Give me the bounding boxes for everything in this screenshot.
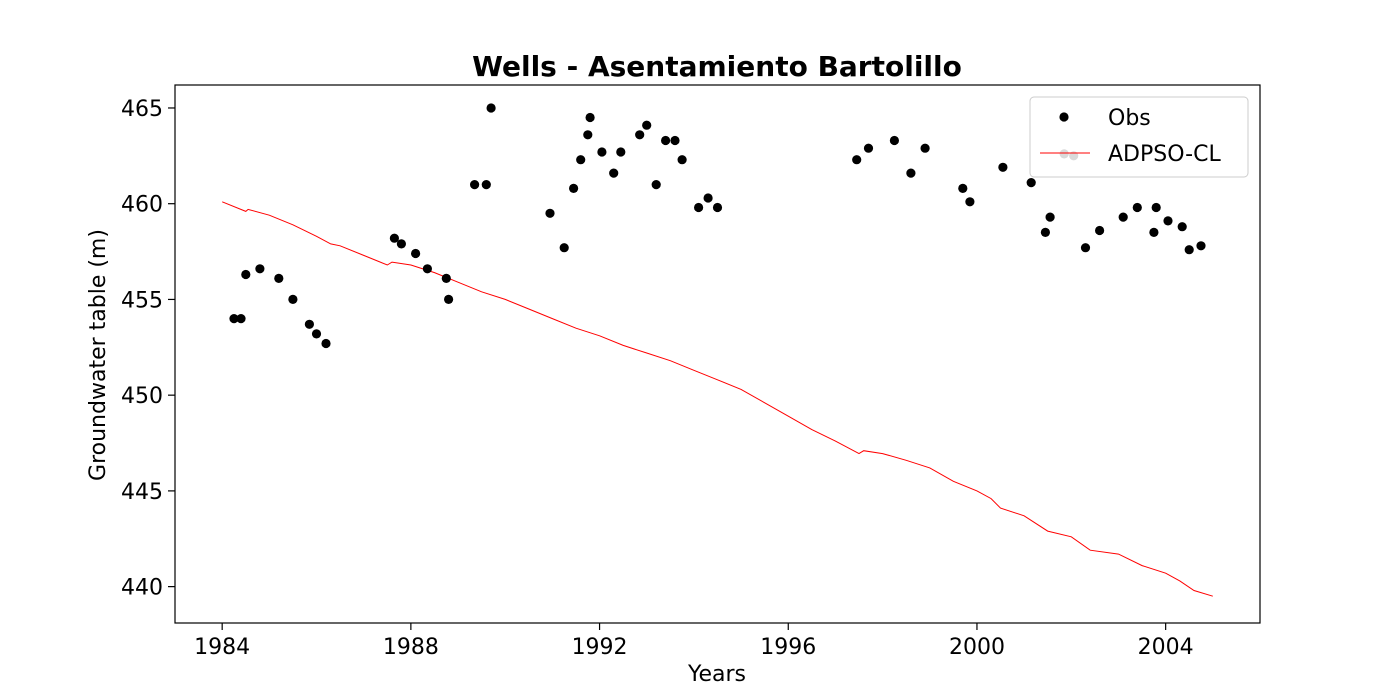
obs-point-34 bbox=[703, 193, 713, 203]
y-tick-label-445: 445 bbox=[121, 480, 163, 505]
x-tick-label-1996: 1996 bbox=[760, 635, 816, 660]
obs-point-19 bbox=[559, 243, 569, 253]
obs-point-40 bbox=[920, 143, 930, 153]
obs-point-14 bbox=[444, 294, 454, 304]
obs-point-24 bbox=[597, 147, 607, 157]
obs-point-54 bbox=[1151, 202, 1161, 213]
obs-point-57 bbox=[1184, 245, 1194, 255]
obs-point-8 bbox=[321, 338, 331, 349]
y-tick-label-455: 455 bbox=[121, 288, 163, 313]
obs-point-56 bbox=[1177, 222, 1187, 232]
obs-point-26 bbox=[616, 147, 626, 157]
obs-point-39 bbox=[906, 168, 916, 178]
obs-point-37 bbox=[863, 143, 874, 153]
model-series-line bbox=[222, 201, 1213, 597]
obs-point-46 bbox=[1045, 212, 1055, 222]
obs-point-11 bbox=[411, 248, 421, 259]
obs-point-53 bbox=[1149, 227, 1159, 237]
obs-point-42 bbox=[965, 197, 975, 207]
legend-box bbox=[1029, 96, 1249, 178]
obs-point-9 bbox=[389, 233, 399, 243]
x-tick-label-1984: 1984 bbox=[194, 635, 250, 660]
obs-point-33 bbox=[694, 202, 704, 213]
obs-point-32 bbox=[677, 155, 687, 165]
x-tick-label-1992: 1992 bbox=[572, 635, 628, 660]
obs-point-50 bbox=[1095, 225, 1105, 236]
x-tick-label-2004: 2004 bbox=[1138, 635, 1194, 660]
y-tick-label-465: 465 bbox=[121, 97, 163, 122]
obs-point-38 bbox=[889, 135, 900, 146]
obs-point-21 bbox=[576, 155, 586, 165]
obs-point-51 bbox=[1118, 212, 1128, 222]
y-axis: 440 445 450 455 460 465 bbox=[121, 97, 175, 601]
obs-point-30 bbox=[661, 135, 671, 146]
obs-point-2 bbox=[241, 269, 251, 280]
obs-point-52 bbox=[1132, 202, 1142, 213]
obs-point-43 bbox=[998, 162, 1008, 172]
obs-point-3 bbox=[255, 264, 265, 274]
obs-point-28 bbox=[642, 120, 652, 130]
plot-area bbox=[174, 84, 1261, 624]
y-axis-label: Groundwater table (m) bbox=[86, 229, 111, 481]
obs-point-25 bbox=[609, 168, 619, 178]
model-line-layer bbox=[222, 201, 1213, 597]
y-tick-label-460: 460 bbox=[121, 193, 163, 218]
obs-point-41 bbox=[958, 183, 968, 193]
obs-point-16 bbox=[481, 180, 491, 190]
obs-point-49 bbox=[1080, 243, 1091, 253]
obs-point-58 bbox=[1196, 241, 1206, 251]
obs-point-20 bbox=[569, 183, 579, 193]
obs-point-44 bbox=[1026, 178, 1036, 188]
obs-point-12 bbox=[422, 264, 432, 274]
obs-point-7 bbox=[311, 329, 322, 339]
x-axis: 1984 1988 1992 1996 2000 2004 bbox=[194, 623, 1194, 660]
legend-obs-label: Obs bbox=[1108, 106, 1151, 131]
obs-point-22 bbox=[583, 130, 593, 140]
obs-point-4 bbox=[274, 273, 284, 283]
chart-title: Wells - Asentamiento Bartolillo bbox=[472, 50, 962, 83]
legend: Obs ADPSO-CL bbox=[1029, 96, 1249, 178]
y-tick-label-440: 440 bbox=[121, 576, 163, 601]
obs-point-17 bbox=[486, 103, 496, 113]
x-axis-label: Years bbox=[687, 662, 746, 687]
obs-point-45 bbox=[1040, 227, 1050, 237]
obs-point-23 bbox=[585, 112, 595, 123]
x-tick-label-1988: 1988 bbox=[383, 635, 439, 660]
obs-point-15 bbox=[470, 180, 480, 190]
obs-point-13 bbox=[441, 273, 451, 283]
obs-point-36 bbox=[852, 155, 862, 165]
obs-point-18 bbox=[545, 208, 555, 218]
legend-model-label: ADPSO-CL bbox=[1108, 142, 1221, 167]
legend-obs-marker bbox=[1059, 112, 1069, 122]
obs-point-0 bbox=[229, 314, 239, 324]
obs-point-27 bbox=[635, 130, 645, 140]
obs-point-31 bbox=[670, 135, 680, 146]
x-tick-label-2000: 2000 bbox=[949, 635, 1005, 660]
obs-point-6 bbox=[304, 319, 314, 329]
obs-point-10 bbox=[396, 239, 406, 249]
y-tick-label-450: 450 bbox=[121, 384, 163, 409]
obs-point-1 bbox=[236, 314, 246, 324]
obs-point-35 bbox=[712, 202, 723, 213]
obs-point-55 bbox=[1163, 216, 1173, 226]
obs-point-29 bbox=[651, 180, 661, 190]
obs-point-5 bbox=[288, 294, 298, 304]
